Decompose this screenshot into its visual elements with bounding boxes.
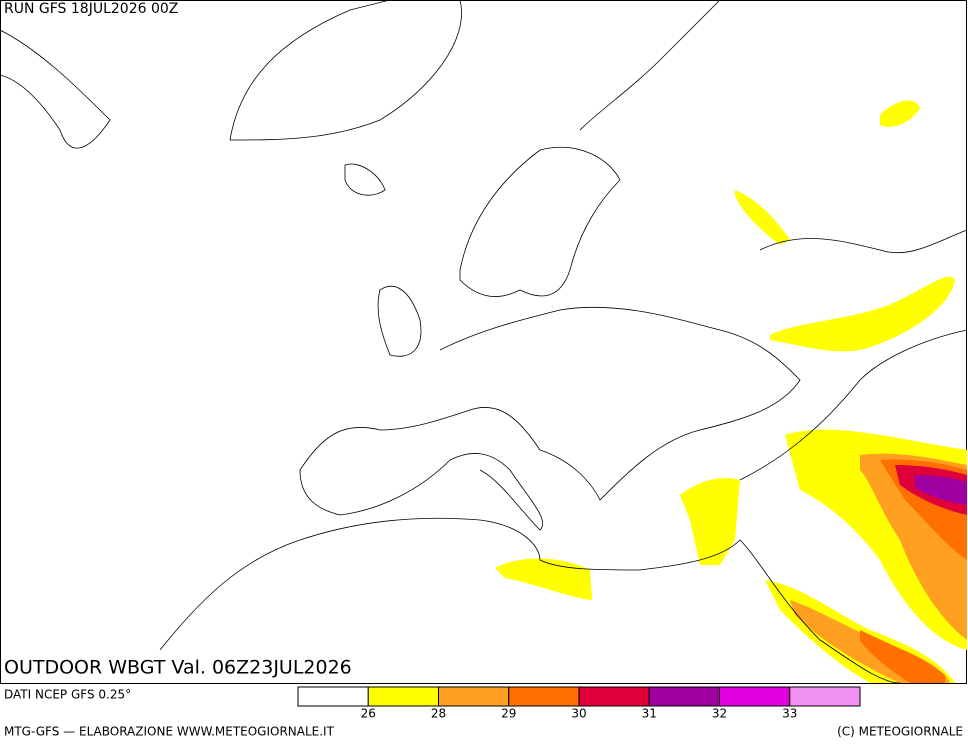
coastlines [0, 0, 968, 684]
legend-swatch [719, 686, 791, 707]
legend-threshold: 33 [782, 707, 797, 721]
legend-threshold: 31 [642, 707, 657, 721]
legend-threshold: 32 [712, 707, 727, 721]
footer-left: MTG-GFS — ELABORAZIONE WWW.METEOGIORNALE… [4, 725, 335, 739]
heat-areas [495, 100, 967, 683]
legend-swatch [578, 686, 650, 707]
data-source: DATI NCEP GFS 0.25° [4, 688, 131, 702]
footer-right: (C) METEOGIORNALE [837, 725, 963, 739]
legend-swatch [508, 686, 580, 707]
legend-swatch [297, 686, 369, 707]
run-label: RUN GFS 18JUL2026 00Z [4, 1, 178, 17]
legend-swatch [438, 686, 510, 707]
legend-swatch [648, 686, 720, 707]
legend-threshold: 30 [571, 707, 586, 721]
legend-swatch [789, 686, 861, 707]
legend-threshold: 28 [431, 707, 446, 721]
legend-threshold: 29 [501, 707, 516, 721]
color-legend: 26 28 29 30 31 32 33 [297, 686, 861, 721]
map-title: OUTDOOR WBGT Val. 06Z23JUL2026 [4, 657, 352, 679]
legend-threshold: 26 [361, 707, 376, 721]
legend-swatch [367, 686, 439, 707]
